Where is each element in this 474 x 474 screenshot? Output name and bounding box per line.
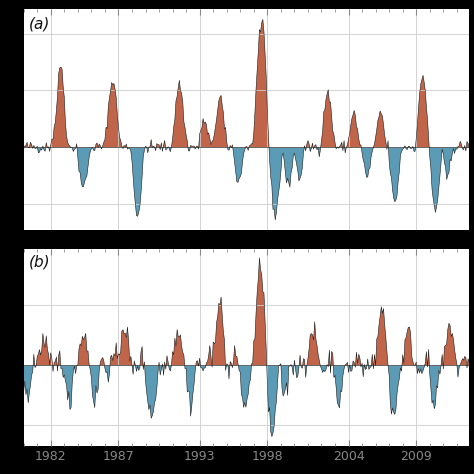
- Text: (b): (b): [29, 255, 51, 270]
- Text: (a): (a): [29, 16, 50, 31]
